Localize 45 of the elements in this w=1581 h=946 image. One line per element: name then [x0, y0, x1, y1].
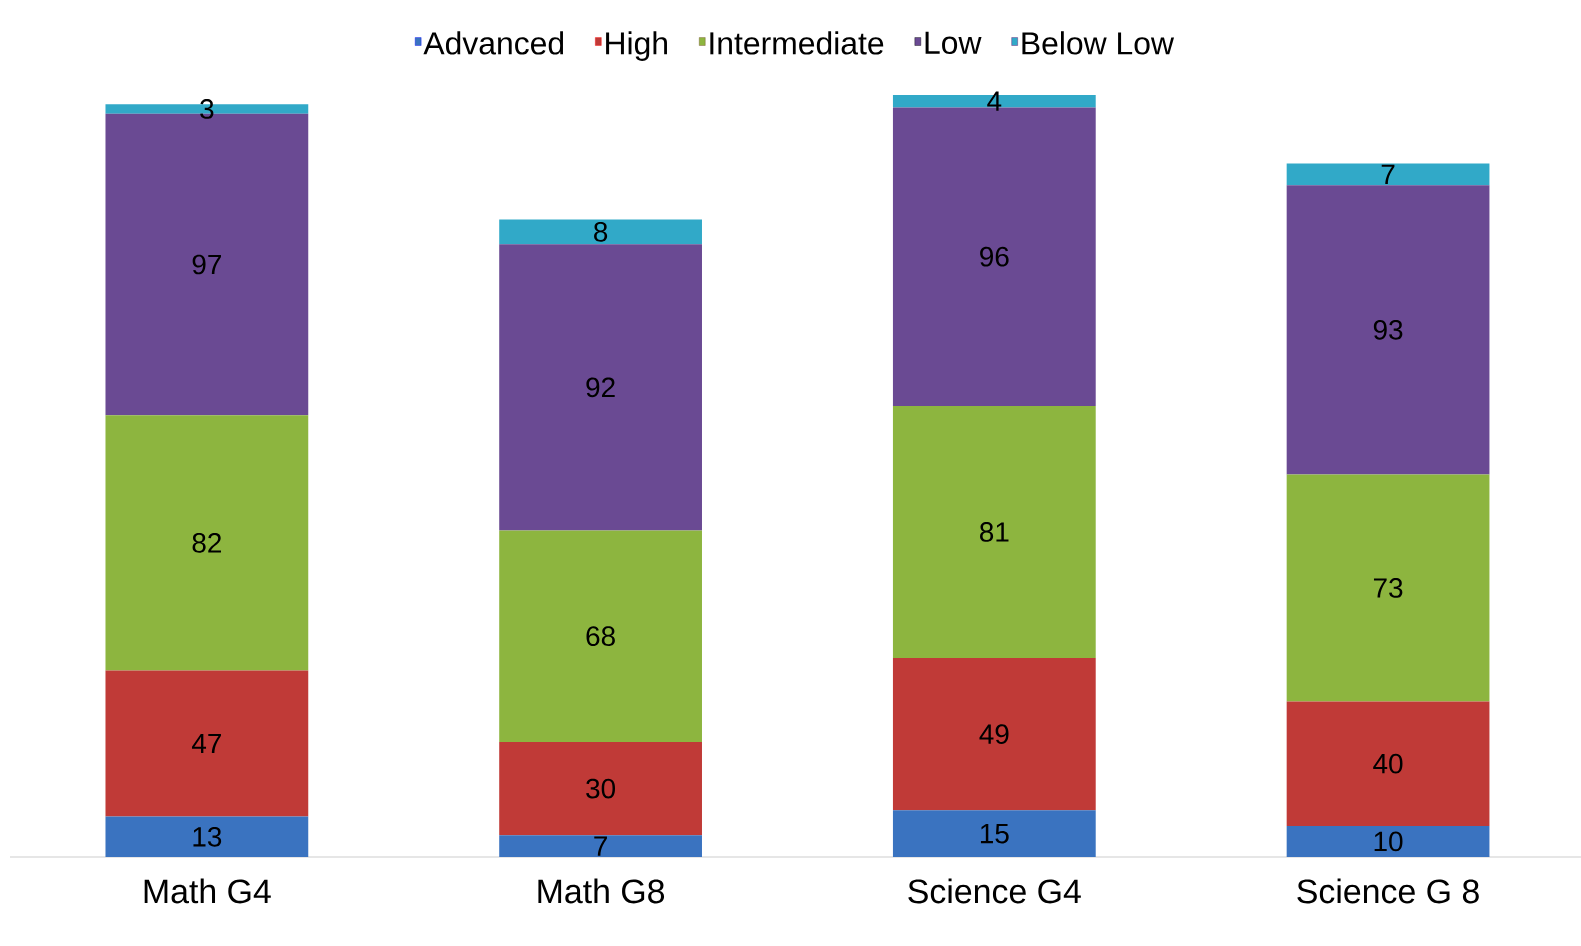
data-label: 13 [193, 826, 222, 847]
data-label: 93 [1373, 319, 1403, 340]
data-label: 10 [1374, 831, 1403, 852]
data-label: 96 [980, 246, 1009, 267]
bar [1286, 163, 1490, 186]
data-label: 97 [192, 254, 221, 275]
data-label: 73 [1373, 578, 1403, 598]
bar [105, 670, 309, 817]
bar [499, 741, 702, 836]
bar [892, 657, 1096, 811]
data-label: 92 [586, 377, 615, 398]
x-tick-label: Science G 8 [1297, 878, 1479, 904]
legend-label: Below Low [1022, 31, 1175, 55]
bar [105, 816, 309, 857]
bar [499, 244, 702, 531]
bar [1286, 185, 1490, 475]
bar [499, 835, 702, 857]
data-label: 3 [200, 99, 214, 119]
legend-label: Advanced [423, 31, 564, 55]
bar [892, 810, 1096, 857]
data-label: 40 [1373, 753, 1403, 774]
bar [1286, 825, 1490, 857]
data-label: 7 [594, 836, 607, 856]
x-tick-label: Math G4 [144, 878, 271, 904]
data-label: 15 [980, 823, 1009, 844]
bar [499, 530, 702, 742]
legend-label: High [606, 31, 667, 61]
bar [499, 219, 702, 245]
legend-label: Low [925, 31, 982, 55]
data-label: 8 [594, 221, 608, 242]
data-label: 49 [979, 724, 1009, 745]
bar [105, 415, 309, 671]
data-label: 68 [586, 626, 615, 647]
data-label: 47 [191, 733, 221, 754]
data-label: 81 [980, 522, 1009, 542]
legend-label: Intermediate [710, 31, 884, 55]
x-tick-label: Science G4 [908, 878, 1081, 904]
data-label: 82 [192, 533, 221, 553]
bar [1286, 474, 1490, 702]
x-tick-label: Math G8 [538, 878, 665, 904]
bar [892, 406, 1096, 658]
bar [1286, 701, 1490, 826]
data-label: 7 [1381, 164, 1395, 184]
data-label: 4 [987, 91, 1002, 111]
data-label: 30 [586, 778, 616, 799]
